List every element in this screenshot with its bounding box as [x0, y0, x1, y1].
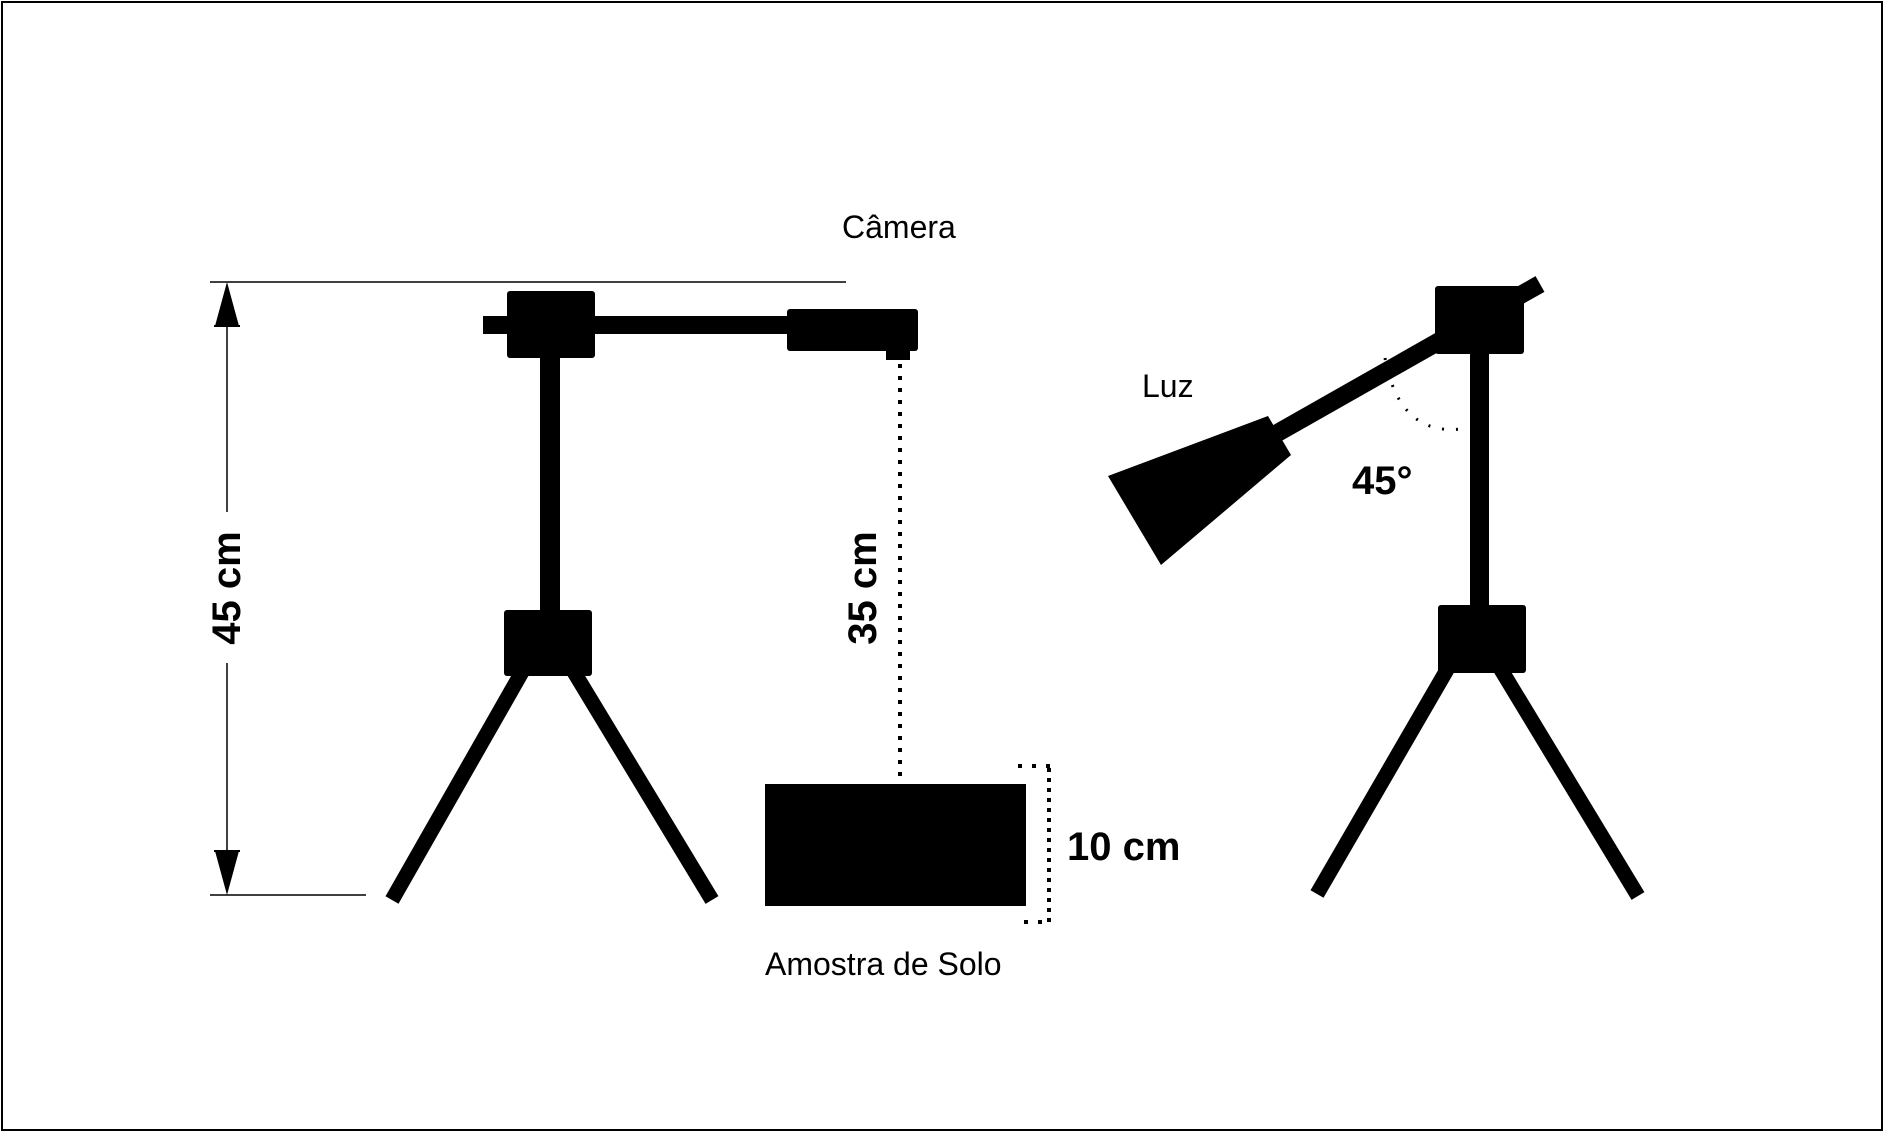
arrow-down-icon: [215, 851, 239, 895]
camera-stand-arm: [483, 316, 795, 334]
camera-stand-right-leg: [567, 668, 719, 904]
arrow-up-icon: [215, 282, 239, 326]
lamp-icon: [1108, 416, 1291, 565]
light-stand-right-leg: [1493, 664, 1645, 900]
camera-body: [787, 309, 918, 351]
height-dimension: 45 cm: [205, 281, 846, 896]
camera-label: Câmera: [842, 209, 956, 245]
camera-stand: [385, 291, 918, 904]
camera-stand-left-leg: [385, 668, 529, 904]
light-stand: 45°: [1108, 276, 1645, 900]
camera-stand-pole: [540, 354, 560, 614]
camera-distance-dimension: 35 cm: [841, 364, 902, 786]
camera-distance-label: 35 cm: [841, 531, 885, 644]
light-stand-arm: [1260, 276, 1545, 448]
soil-sample-label: Amostra de Solo: [765, 946, 1002, 982]
soil-sample: 10 cm: [765, 764, 1180, 924]
light-angle-label: 45°: [1352, 459, 1413, 503]
light-stand-lower-clamp: [1438, 605, 1526, 673]
total-height-label: 45 cm: [205, 531, 249, 644]
light-label: Luz: [1142, 368, 1194, 404]
soil-sample-block: [765, 784, 1026, 906]
camera-lens: [886, 345, 910, 360]
sample-height-label: 10 cm: [1067, 825, 1180, 869]
light-stand-left-leg: [1310, 664, 1455, 898]
light-stand-pole: [1470, 350, 1489, 610]
camera-stand-lower-clamp: [504, 610, 592, 676]
